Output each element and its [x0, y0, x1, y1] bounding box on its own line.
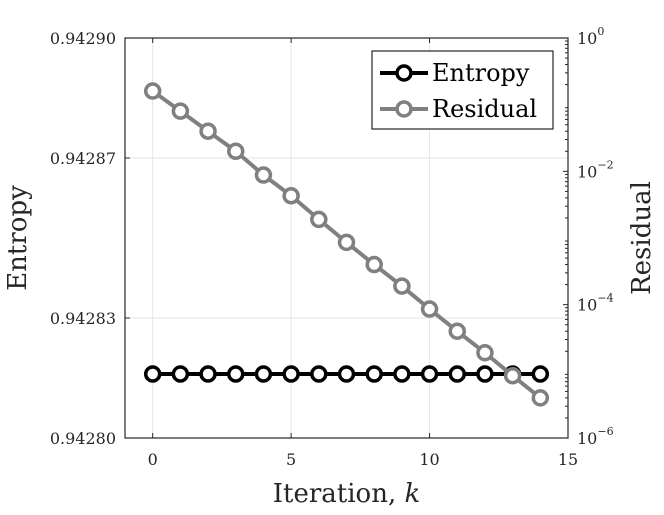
series-residual [143, 82, 550, 407]
entropy-point [393, 365, 411, 383]
entropy-point [199, 365, 217, 383]
residual-point [171, 102, 190, 120]
right-y-tick-exponent: −2 [597, 158, 613, 171]
legend-marker [395, 64, 413, 82]
residual-point [227, 142, 245, 161]
entropy-point [227, 365, 245, 383]
legend-marker [395, 100, 413, 118]
residual-point [393, 277, 411, 295]
legend-label: Entropy [432, 59, 530, 87]
plot-frame [124, 37, 569, 439]
x-tick-label: 0 [148, 450, 158, 469]
residual-point [531, 389, 550, 407]
entropy-point [171, 365, 190, 383]
left-y-tick-label: 0.94283 [50, 309, 116, 328]
residual-point [420, 300, 439, 318]
residual-point [365, 255, 383, 274]
legend: Entropy Residual [371, 50, 554, 130]
residual-point [476, 343, 494, 362]
x-tick-label: 15 [558, 450, 578, 469]
right-y-tick-base: 10 [577, 429, 597, 448]
right-y-tick-base: 10 [577, 29, 597, 48]
left-y-tick-label: 0.94290 [50, 29, 116, 48]
series-entropy [143, 365, 550, 383]
left-y-axis-label: Entropy [3, 185, 33, 291]
residual-point [503, 366, 522, 385]
right-y-tick-label: 10−6 [577, 425, 614, 448]
right-y-axis-label: Residual [627, 181, 657, 295]
entropy-point [282, 365, 300, 383]
residual-point [448, 322, 466, 340]
residual-point [199, 122, 217, 140]
residual-point [310, 210, 328, 229]
entropy-point [337, 365, 356, 383]
x-axis-label-variable: k [404, 479, 420, 509]
right-y-tick-exponent: −6 [597, 425, 613, 438]
axes [124, 37, 569, 439]
x-axis-label-text: Iteration, [273, 479, 405, 509]
legend-label: Residual [432, 95, 537, 123]
entropy-point [448, 365, 466, 383]
entropy-point [420, 365, 439, 383]
right-y-tick-label: 100 [577, 25, 604, 48]
right-y-tick-base: 10 [577, 296, 597, 315]
right-y-tick-label: 10−4 [577, 292, 614, 315]
entropy-point [476, 365, 494, 383]
entropy-point [531, 365, 550, 383]
series-layer [143, 82, 550, 407]
entropy-point [143, 365, 162, 383]
right-y-tick-exponent: 0 [597, 25, 604, 38]
left-y-tick-label: 0.94280 [50, 429, 116, 448]
residual-point [337, 233, 356, 252]
right-y-tick-exponent: −4 [597, 292, 613, 305]
legend-entry-residual: Residual [380, 95, 537, 123]
x-axis-label: Iteration, k [273, 479, 421, 509]
x-tick-label: 5 [286, 450, 296, 469]
right-y-tick-label: 10−2 [577, 158, 614, 181]
ticks: 0 5 10 150.942800.942830.942870.9429010−610… [50, 25, 614, 469]
right-y-tick-base: 10 [577, 162, 597, 181]
residual-point [254, 166, 273, 184]
legend-entry-entropy: Entropy [380, 59, 530, 87]
entropy-point [365, 365, 383, 383]
residual-point [282, 187, 300, 205]
x-tick-label: 10 [419, 450, 439, 469]
residual-point [143, 82, 162, 100]
left-y-tick-label: 0.94287 [50, 149, 116, 168]
entropy-point [310, 365, 328, 383]
entropy-point [254, 365, 273, 383]
